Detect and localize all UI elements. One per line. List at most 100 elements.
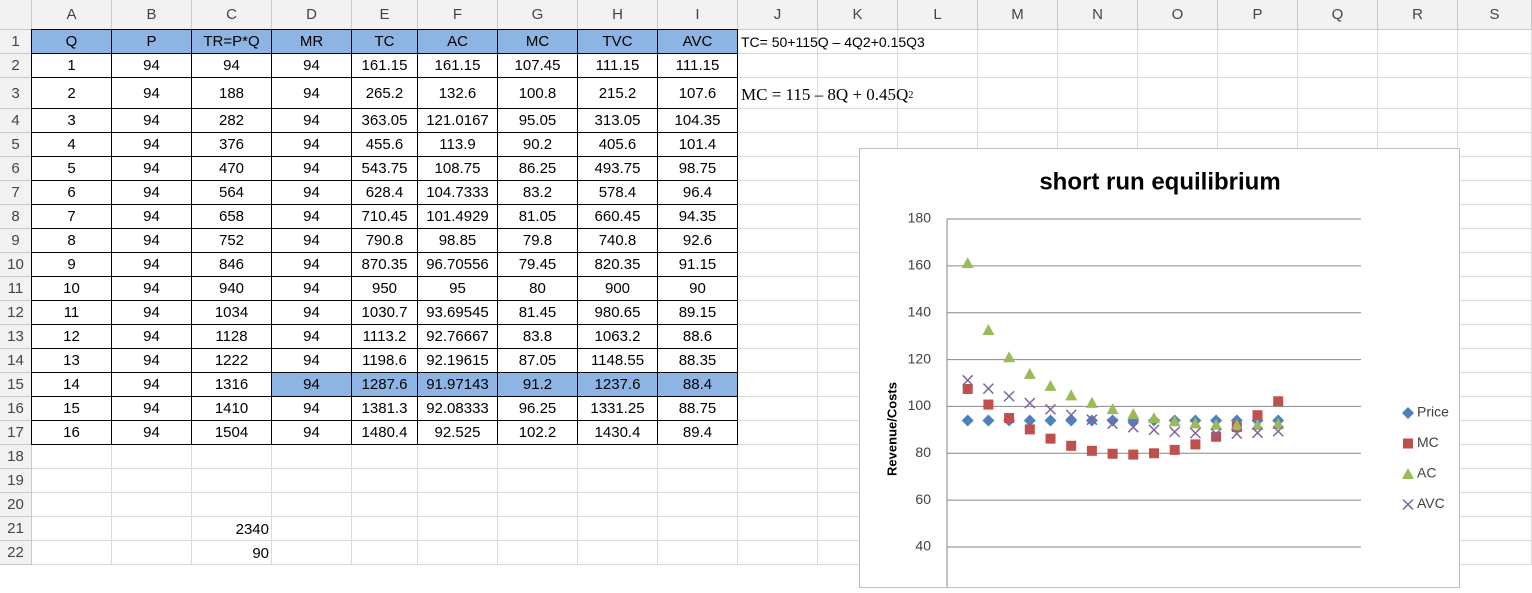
legend-marker [1402, 407, 1414, 419]
cell [1458, 517, 1532, 541]
row-header: 19 [0, 469, 32, 493]
column-header: J [738, 0, 818, 30]
cell [738, 469, 818, 493]
table-cell: 87.05 [498, 349, 578, 373]
data-point [1003, 390, 1015, 402]
table-cell: 108.75 [418, 157, 498, 181]
data-point [1169, 444, 1180, 455]
cell [1458, 253, 1532, 277]
table-cell: 14 [31, 373, 112, 397]
cell [1458, 133, 1532, 157]
total-cell: 2340 [235, 520, 269, 538]
cell [738, 205, 818, 229]
cell [112, 517, 192, 541]
cell [738, 277, 818, 301]
table-cell: 9 [31, 253, 112, 277]
data-point [1251, 418, 1264, 430]
table-cell: 80 [498, 277, 578, 301]
table-cell: 89.15 [658, 301, 738, 325]
table-cell: 94 [112, 421, 192, 445]
cell [1298, 78, 1378, 109]
row-header: 15 [0, 373, 32, 397]
column-header: D [272, 0, 352, 30]
table-cell: 940 [192, 277, 272, 301]
table-cell: 94 [112, 325, 192, 349]
column-header: I [658, 0, 738, 30]
row-header: 7 [0, 181, 32, 205]
data-point [1231, 428, 1243, 440]
table-cell: 8 [31, 229, 112, 253]
y-tick-label: 80 [915, 444, 931, 460]
cell [272, 541, 352, 565]
table-cell: 94 [272, 397, 352, 421]
cell [272, 445, 352, 469]
table-cell: 94 [272, 373, 352, 397]
table-cell: 94 [272, 301, 352, 325]
table-cell: 91.97143 [418, 373, 498, 397]
column-header: C [192, 0, 272, 30]
data-point [1127, 408, 1140, 420]
cell [578, 541, 658, 565]
column-header: L [898, 0, 978, 30]
table-cell: 161.15 [418, 54, 498, 78]
table-cell: 111.15 [658, 54, 738, 78]
data-point [1023, 367, 1036, 379]
column-header: H [578, 0, 658, 30]
table-cell: 870.35 [352, 253, 418, 277]
table-cell: 578.4 [578, 181, 658, 205]
cell [1458, 493, 1532, 517]
data-point [1066, 440, 1077, 451]
cell [418, 469, 498, 493]
cell [498, 469, 578, 493]
table-cell: 313.05 [578, 109, 658, 133]
cell [1138, 109, 1218, 133]
table-cell: 12 [31, 325, 112, 349]
table-cell: 900 [578, 277, 658, 301]
cell [498, 493, 578, 517]
table-cell: 81.05 [498, 205, 578, 229]
cell [192, 445, 272, 469]
cell [738, 493, 818, 517]
cell [418, 493, 498, 517]
cell [978, 78, 1058, 109]
table-cell: 88.75 [658, 397, 738, 421]
row-header: 11 [0, 277, 32, 301]
cell [272, 493, 352, 517]
table-cell: 92.525 [418, 421, 498, 445]
table-cell: 96.25 [498, 397, 578, 421]
table-cell: 405.6 [578, 133, 658, 157]
row-header: 4 [0, 109, 32, 133]
table-cell: 1316 [192, 373, 272, 397]
tc-formula: TC= 50+115Q – 4Q2+0.15Q3 [741, 34, 925, 50]
column-header: R [1378, 0, 1458, 30]
data-point [983, 399, 994, 410]
table-cell: 94 [112, 181, 192, 205]
column-header: P [1218, 0, 1298, 30]
data-point [982, 324, 995, 336]
table-cell: 94 [112, 397, 192, 421]
data-point [961, 414, 974, 427]
cell [738, 325, 818, 349]
cell [738, 109, 818, 133]
table-cell: 470 [192, 157, 272, 181]
column-header: Q [1298, 0, 1378, 30]
row-header: 17 [0, 421, 32, 445]
row-header: 10 [0, 253, 32, 277]
cell [352, 541, 418, 565]
column-header: G [498, 0, 578, 30]
table-cell: 96.4 [658, 181, 738, 205]
cell [32, 541, 112, 565]
y-tick-label: 100 [908, 397, 932, 413]
legend-marker [1403, 438, 1413, 449]
table-cell: 376 [192, 133, 272, 157]
data-point [961, 257, 974, 269]
cell [1058, 30, 1138, 54]
table-cell: 1430.4 [578, 421, 658, 445]
table-cell: 132.6 [418, 78, 498, 109]
table-cell: 1410 [192, 397, 272, 421]
table-cell: 94 [112, 109, 192, 133]
table-cell: 94 [112, 229, 192, 253]
data-point [962, 374, 974, 386]
column-header: S [1458, 0, 1532, 30]
